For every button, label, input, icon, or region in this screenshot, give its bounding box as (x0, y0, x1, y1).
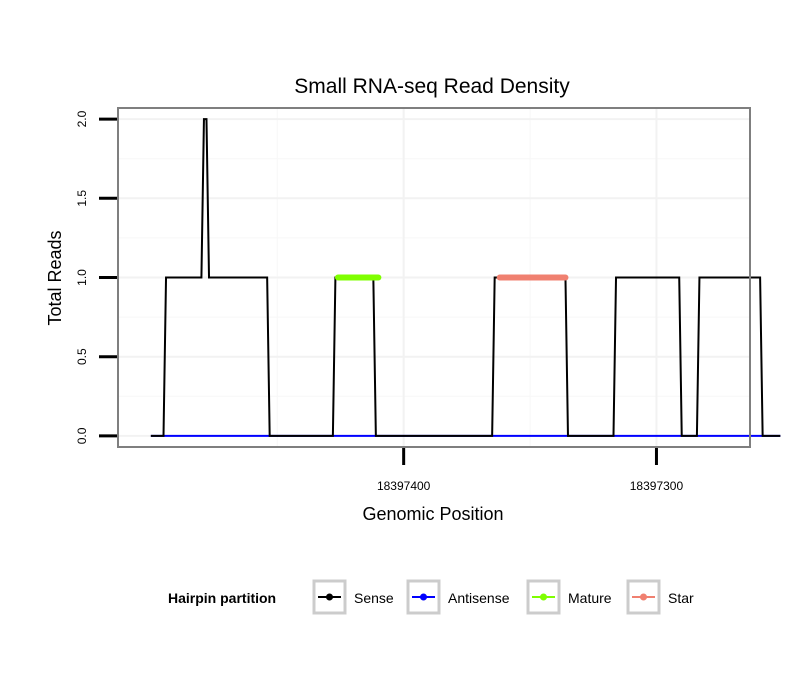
legend-dot-sense (326, 593, 333, 601)
plot-border (117, 107, 751, 448)
x-tick-label-0: 18397400 (377, 479, 431, 493)
series-layer (150, 118, 781, 437)
legend-dot-star (640, 593, 647, 601)
x-axis-title: Genomic Position (362, 504, 503, 524)
x-tick-label-1: 18397300 (630, 479, 684, 493)
legend-item-antisense[interactable]: Antisense (406, 579, 510, 615)
legend-label-antisense: Antisense (448, 590, 510, 606)
y-tick-label-4: 2.0 (75, 110, 89, 127)
legend-item-sense[interactable]: Sense (312, 579, 394, 615)
legend-dot-antisense (420, 593, 427, 601)
legend-label-star: Star (668, 590, 694, 606)
legend-item-star[interactable]: Star (626, 579, 694, 615)
y-tick-label-0: 0.0 (75, 427, 89, 444)
legend-item-mature[interactable]: Mature (526, 579, 612, 615)
legend-title: Hairpin partition (168, 590, 276, 606)
y-axis: 0.0 0.5 1.0 1.5 2.0 (75, 110, 117, 444)
chart-title: Small RNA-seq Read Density (294, 75, 570, 98)
legend-dot-mature (540, 593, 547, 601)
x-axis: 18397400 18397300 (377, 448, 684, 493)
legend-label-sense: Sense (354, 590, 394, 606)
y-tick-label-2: 1.0 (75, 269, 89, 286)
y-tick-label-1: 0.5 (75, 348, 89, 365)
legend-label-mature: Mature (568, 590, 612, 606)
y-tick-label-3: 1.5 (75, 190, 89, 207)
y-axis-title: Total Reads (45, 230, 65, 325)
legend: Hairpin partition Sense Antisense Mature… (168, 579, 694, 615)
series-line-sense (150, 118, 781, 437)
